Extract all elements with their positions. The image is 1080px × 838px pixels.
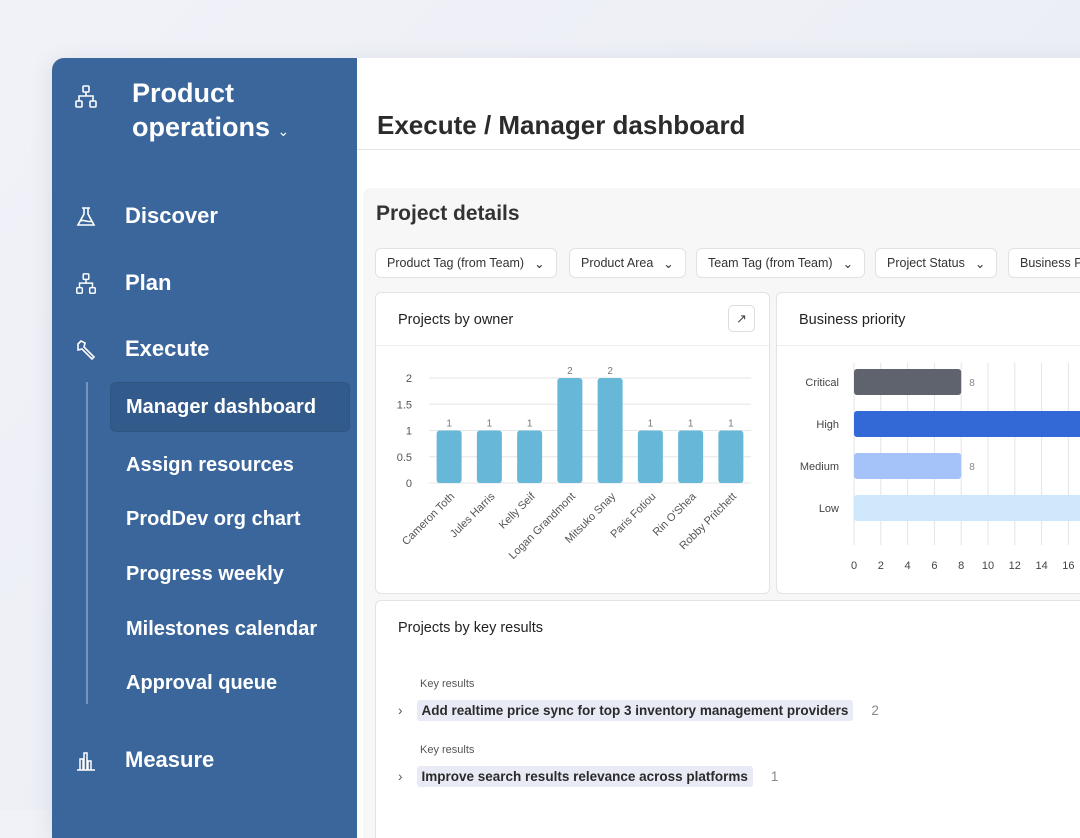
bar <box>854 453 962 479</box>
x-tick-label: Kelly Seif <box>497 490 539 532</box>
data-label: 2 <box>567 366 573 377</box>
chevron-right-icon[interactable]: › <box>398 769 403 784</box>
bar <box>718 430 744 483</box>
bar <box>476 430 502 483</box>
x-tick-label: Cameron Toth <box>400 491 457 548</box>
group-label: Key results <box>420 678 475 690</box>
data-label: 1 <box>446 419 452 430</box>
y-tick-label: 0.5 <box>397 452 412 464</box>
wrench-icon <box>74 338 98 367</box>
data-label: 1 <box>487 419 493 430</box>
y-tick-label: 0 <box>406 478 412 490</box>
group-row[interactable]: › Add realtime price sync for top 3 inven… <box>398 700 879 721</box>
bar-chart-icon <box>74 749 98 778</box>
sidebar-item-progress-weekly[interactable]: Progress weekly <box>126 562 284 585</box>
sidebar-item-approval-queue[interactable]: Approval queue <box>126 671 278 694</box>
y-tick-label: Medium <box>800 461 839 473</box>
data-label: 2 <box>607 366 613 377</box>
card-projects-by-owner: Projects by owner ↗ 0 0.5 1 1.5 2 1 Cameron To… <box>375 292 770 594</box>
data-label: 1 <box>728 419 734 430</box>
sidebar-item-plan[interactable]: Plan <box>52 263 357 303</box>
dashboard-content: Project details Product Tag (from Team) ⌄… <box>363 188 1080 838</box>
chevron-right-icon[interactable]: › <box>398 703 403 718</box>
submenu-guide <box>86 382 88 704</box>
sidebar-item-proddev-org-chart[interactable]: ProdDev org chart <box>126 507 301 530</box>
bar <box>517 430 543 483</box>
arrow-up-right-icon: ↗ <box>736 310 747 326</box>
hierarchy-icon <box>74 272 98 301</box>
filter-team-tag[interactable]: Team Tag (from Team) ⌄ <box>696 248 866 278</box>
sidebar-item-discover[interactable]: Discover <box>52 196 357 236</box>
sidebar-item-assign-resources[interactable]: Assign resources <box>126 453 294 476</box>
page-title: Execute / Manager dashboard <box>377 110 746 140</box>
chevron-down-icon: ⌄ <box>663 256 674 271</box>
x-tick-label: 6 <box>931 560 937 572</box>
bar <box>854 495 1080 521</box>
x-tick-label: 2 <box>878 560 884 572</box>
card-divider <box>777 345 1080 346</box>
y-tick-label: Critical <box>805 377 839 389</box>
x-tick-label: 12 <box>1009 560 1021 572</box>
section-title: Project details <box>376 202 520 225</box>
sidebar-item-execute[interactable]: Execute <box>52 329 357 369</box>
chevron-down-icon: ⌄ <box>534 256 545 271</box>
priority-bar-chart: 0 2 4 6 8 10 12 14 16 Critical 8 High Medium 8 Low <box>800 363 1080 572</box>
bar <box>597 378 623 483</box>
data-label: 8 <box>969 462 975 473</box>
chevron-down-icon: ⌄ <box>974 256 986 271</box>
filter-product-tag[interactable]: Product Tag (from Team) ⌄ <box>375 248 557 278</box>
bar <box>557 378 583 483</box>
expand-button[interactable]: ↗ <box>728 305 755 332</box>
y-tick-label: 1 <box>406 426 412 438</box>
card-projects-by-key-results: Projects by key results Key results › Add… <box>375 600 1080 838</box>
chevron-down-icon: ⌄ <box>277 123 290 139</box>
data-label: 8 <box>969 378 975 389</box>
bar <box>436 430 462 483</box>
bar <box>678 430 704 483</box>
card-title: Projects by owner <box>398 312 514 328</box>
group-row[interactable]: › Improve search results relevance across… <box>398 766 778 787</box>
sidebar-item-milestones-calendar[interactable]: Milestones calendar <box>126 617 318 640</box>
card-title: Business priority <box>799 312 906 328</box>
filter-business-priority[interactable]: Business P <box>1008 248 1080 278</box>
app-window: Product operations ⌄ Discover Plan Execu… <box>52 58 1080 838</box>
y-tick-label: Low <box>819 503 839 515</box>
y-tick-label: High <box>816 419 839 431</box>
bar <box>854 369 962 395</box>
card-business-priority: Business priority 0 2 4 6 8 10 12 14 16 Critical 8… <box>776 292 1080 594</box>
y-tick-label: 1.5 <box>397 399 412 411</box>
sidebar-item-measure[interactable]: Measure <box>52 740 357 780</box>
card-divider <box>376 345 769 346</box>
filter-project-status[interactable]: Project Status ⌄ <box>875 248 998 278</box>
x-tick-label: 8 <box>958 560 964 572</box>
data-label: 1 <box>648 419 654 430</box>
bar <box>854 411 1080 437</box>
main-area: Execute / Manager dashboard Project deta… <box>357 58 1080 838</box>
sidebar-item-manager-dashboard[interactable]: Manager dashboard <box>110 382 350 432</box>
card-title: Projects by key results <box>398 620 544 636</box>
bar <box>637 430 663 483</box>
sidebar: Product operations ⌄ Discover Plan Execu… <box>52 58 357 838</box>
x-tick-label: 10 <box>982 560 994 572</box>
x-tick-label: 0 <box>851 560 857 572</box>
hierarchy-icon <box>74 84 98 115</box>
filter-product-area[interactable]: Product Area ⌄ <box>569 248 686 278</box>
chevron-down-icon: ⌄ <box>842 256 854 271</box>
x-tick-label: 4 <box>905 560 911 572</box>
data-label: 1 <box>527 419 533 430</box>
x-tick-label: 16 <box>1062 560 1074 572</box>
header-divider <box>357 149 1080 150</box>
workspace-switcher[interactable]: Product operations ⌄ <box>132 78 290 142</box>
flask-icon <box>74 205 98 234</box>
data-label: 1 <box>688 419 694 430</box>
group-label: Key results <box>420 744 475 756</box>
x-tick-label: 14 <box>1035 560 1047 572</box>
y-tick-label: 2 <box>406 373 412 385</box>
